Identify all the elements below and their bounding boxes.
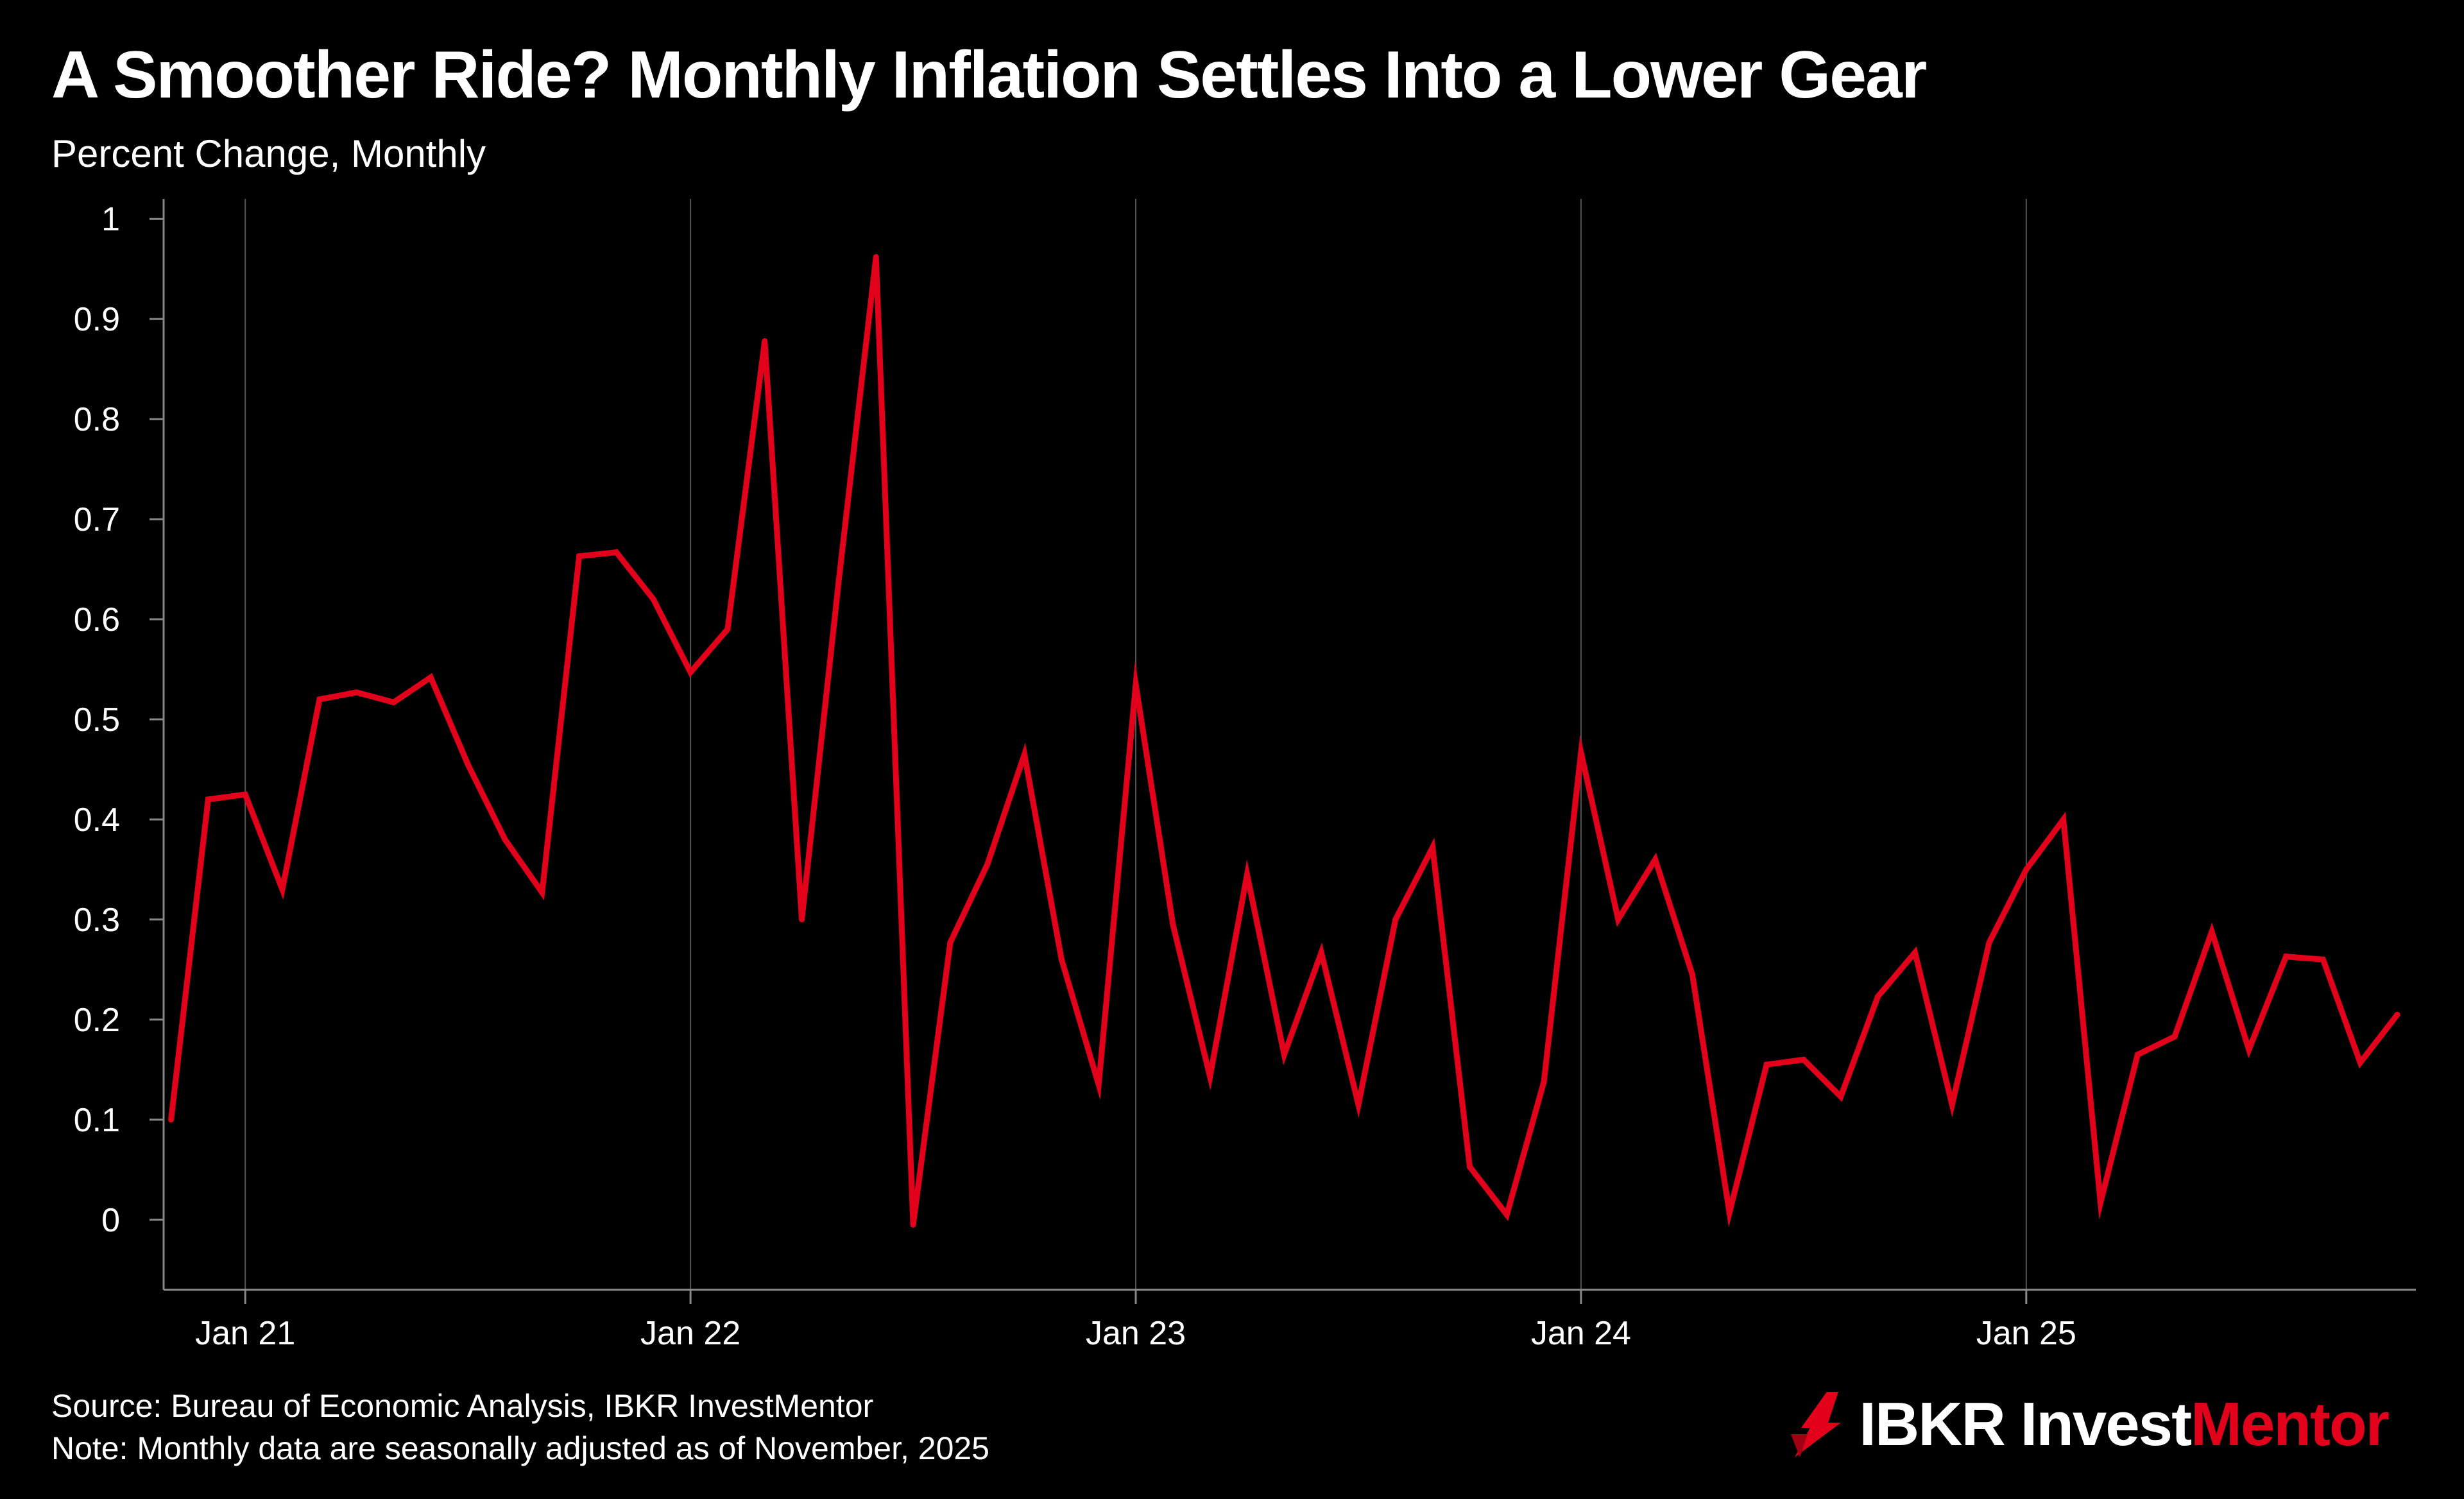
y-axis-ticks: 0 0.1 0.2 0.3 0.4 0.5 0.6 0.7 0.8 0.9 1 [74,201,164,1239]
data-point [1763,1061,1770,1068]
data-point [354,689,360,696]
data-point [2134,1051,2141,1058]
data-point [1022,751,1028,758]
data-note: Note: Monthly data are seasonally adjust… [51,1430,989,1466]
data-point [1838,1093,1844,1100]
data-point [799,916,805,923]
data-point [1392,916,1399,923]
x-tick-label: Jan 21 [195,1315,295,1352]
data-point [724,626,731,633]
data-point [2320,956,2326,963]
data-point [1170,921,1176,928]
y-tick-label: 0.5 [74,701,120,739]
data-point [2209,929,2215,935]
data-point [168,1117,175,1123]
data-point [613,549,619,556]
data-point [1207,1074,1213,1080]
y-tick-label: 0.6 [74,601,120,638]
data-point [465,761,471,767]
data-point [539,889,545,896]
data-point [1541,1079,1547,1085]
data-point [1912,949,1918,955]
data-point [316,696,323,703]
series-group [168,253,2400,1228]
logo-accent-text: Mentor [2191,1390,2390,1459]
data-point [1986,939,1992,946]
line-chart: 00.10.20.30.40.50.60.70.80.91 Jan 21 Jan … [74,199,2416,1352]
data-point [1244,871,1251,878]
chart-title: A Smoother Ride? Monthly Inflation Settl… [51,38,1927,112]
ibkr-investmentor-logo: IBKR Invest Mentor [1788,1389,2390,1460]
y-tick-label: 0.4 [74,801,120,839]
data-point [1355,1101,1362,1108]
data-point [1652,856,1659,862]
data-point [1430,844,1436,851]
data-point [2357,1059,2363,1066]
data-point [910,1222,916,1228]
data-point [427,674,434,681]
data-point [1095,1081,1102,1088]
y-tick-label: 0.7 [74,501,120,538]
data-point [1689,972,1695,978]
data-point [1875,993,1881,1000]
data-point [391,699,397,705]
chart-subtitle: Percent Change, Monthly [51,132,486,175]
data-point [205,796,211,803]
x-tick-label: Jan 24 [1531,1315,1631,1352]
data-point [1949,1101,1955,1108]
data-point [1726,1210,1733,1216]
data-point [2060,816,2067,823]
data-point [1503,1212,1510,1218]
data-point [1133,681,1139,687]
data-point [1466,1163,1473,1170]
vertical-gridlines [244,199,2027,1290]
data-point [650,596,656,603]
source-note: Source: Bureau of Economic Analysis, IBK… [51,1388,874,1424]
logo-brand-text: IBKR Invest [1859,1390,2192,1459]
data-point [1318,949,1324,955]
data-point [2171,1033,2178,1040]
data-point [873,253,879,260]
data-point [1281,1051,1287,1058]
data-point [1578,749,1584,755]
data-point [502,836,508,843]
y-tick-label: 0.3 [74,902,120,939]
data-point [2097,1199,2103,1206]
data-point [947,939,954,946]
data-point [2023,866,2030,873]
x-axis-ticks: Jan 21 Jan 22 Jan 23 Jan 24 Jan 25 [195,1290,2076,1352]
data-point [279,886,286,893]
data-point [2246,1047,2252,1053]
y-tick-label: 0.2 [74,1002,120,1039]
chart-axes [162,199,2416,1291]
x-tick-label: Jan 25 [1976,1315,2076,1352]
data-point [762,338,768,344]
x-tick-label: Jan 22 [640,1315,740,1352]
data-point [835,576,842,583]
data-point [1615,916,1621,923]
data-point [687,669,694,676]
ibkr-flame-icon [1791,1392,1842,1457]
data-point [1058,956,1065,963]
y-tick-label: 0.9 [74,301,120,338]
data-point [242,791,248,798]
y-tick-label: 1 [101,201,120,238]
data-point [2394,1011,2400,1018]
data-point [984,861,991,868]
y-tick-label: 0.1 [74,1102,120,1139]
series-line [168,256,2400,1228]
y-tick-label: 0 [101,1202,120,1239]
data-point [1801,1056,1807,1063]
x-tick-label: Jan 23 [1086,1315,1186,1352]
data-point [576,553,583,560]
y-tick-label: 0.8 [74,401,120,438]
data-point [2283,954,2289,960]
